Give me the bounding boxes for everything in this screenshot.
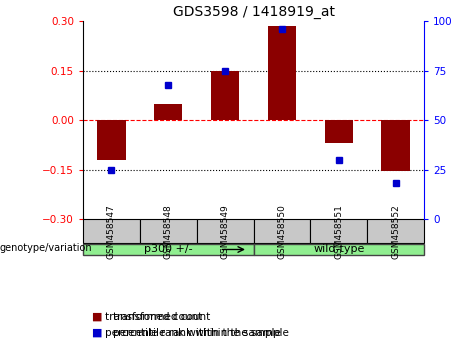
Bar [254, 219, 310, 244]
Text: genotype/variation: genotype/variation [0, 243, 93, 253]
Bar [97, 120, 125, 160]
Bar [154, 104, 183, 120]
Bar [83, 219, 140, 244]
Text: ■ percentile rank within the sample: ■ percentile rank within the sample [92, 328, 281, 338]
Text: p300 +/-: p300 +/- [144, 245, 193, 255]
Text: transformed count: transformed count [113, 312, 210, 322]
Bar [211, 71, 239, 120]
Title: GDS3598 / 1418919_at: GDS3598 / 1418919_at [172, 5, 335, 19]
Bar [367, 219, 424, 244]
Bar [83, 244, 254, 255]
Text: GSM458549: GSM458549 [221, 204, 230, 258]
Bar [197, 219, 254, 244]
Text: GSM458548: GSM458548 [164, 204, 173, 258]
Bar [140, 219, 197, 244]
Text: percentile rank within the sample: percentile rank within the sample [113, 328, 289, 338]
Bar [310, 219, 367, 244]
Text: wild-type: wild-type [313, 245, 365, 255]
Bar [268, 26, 296, 120]
Text: GSM458551: GSM458551 [334, 204, 343, 258]
Bar [325, 120, 353, 143]
Text: ■: ■ [92, 328, 103, 338]
Text: ■ transformed count: ■ transformed count [92, 312, 202, 322]
Bar [254, 244, 424, 255]
Text: ■: ■ [92, 312, 103, 322]
Bar [381, 120, 410, 171]
Text: GSM458550: GSM458550 [278, 204, 286, 258]
Text: GSM458547: GSM458547 [107, 204, 116, 258]
Text: GSM458552: GSM458552 [391, 204, 400, 258]
